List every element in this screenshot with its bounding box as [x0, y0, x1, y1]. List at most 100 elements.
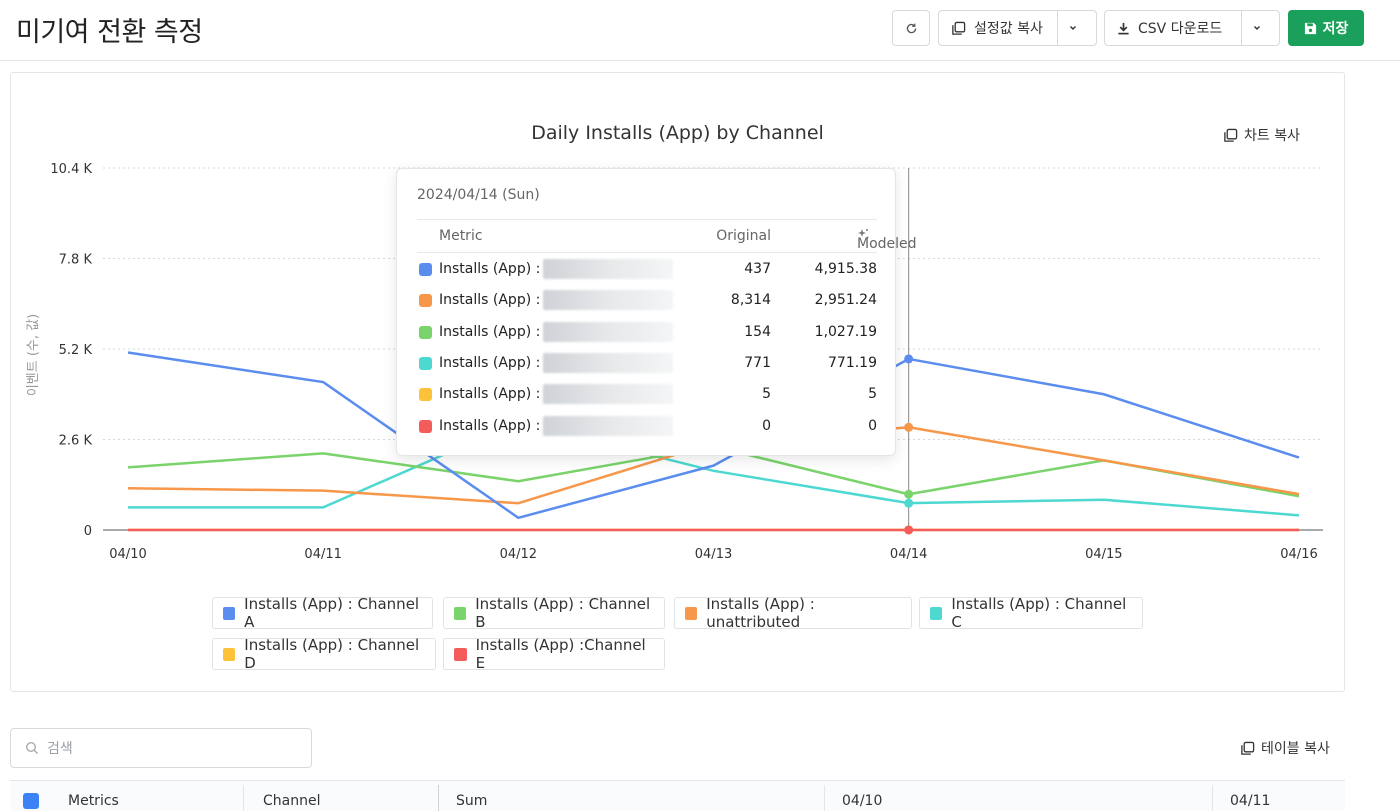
- y-tick-label: 7.8 K: [59, 253, 93, 268]
- legend-item[interactable]: Installs (App) : Channel D: [212, 636, 436, 672]
- tooltip-row-modeled: 5: [868, 386, 877, 403]
- legend-swatch: [930, 606, 943, 620]
- y-tick-label: 5.2 K: [59, 343, 93, 358]
- column-header-metrics[interactable]: Metrics: [68, 793, 119, 809]
- column-header-date-2[interactable]: 04/11: [1230, 793, 1271, 809]
- refresh-icon: [906, 23, 916, 33]
- tooltip-row-original: 5: [762, 386, 771, 403]
- tooltip-row-label: Installs (App) :: [439, 292, 541, 309]
- tooltip-row-label: Installs (App) :: [439, 323, 541, 340]
- copy-settings-button[interactable]: 설정값 복사: [939, 11, 1057, 45]
- tooltip-row-label: Installs (App) :: [439, 261, 541, 277]
- sparkle-icon: [858, 229, 869, 239]
- series-line[interactable]: [127, 351, 1300, 520]
- search-input[interactable]: 검색: [10, 728, 312, 768]
- tooltip-row-modeled: 771.19: [828, 354, 877, 371]
- series-line[interactable]: [128, 420, 1300, 517]
- csv-download-label: CSV 다운로드: [1138, 21, 1223, 37]
- hover-point: [904, 489, 914, 499]
- page-header: 미기여 전환 측정 설정값 복사 CSV 다운로드 저장: [0, 0, 1400, 61]
- copy-icon: [952, 21, 966, 35]
- hover-point: [904, 525, 914, 535]
- legend-label: Installs (App) : Channel B: [475, 595, 651, 631]
- tooltip-row: Installs (App) : 8,314 2,951.24: [417, 288, 877, 314]
- chart-card: [10, 72, 1345, 692]
- tooltip-row: Installs (App) : 5 5: [417, 382, 877, 408]
- copy-chart-button[interactable]: 차트 복사: [1223, 125, 1300, 145]
- copy-table-button[interactable]: 테이블 복사: [1240, 738, 1330, 758]
- copy-icon: [1241, 741, 1255, 755]
- hover-point: [904, 354, 914, 364]
- redacted-channel-name: [543, 321, 673, 342]
- column-header-channel[interactable]: Channel: [263, 793, 321, 809]
- copy-chart-label: 차트 복사: [1244, 128, 1300, 144]
- search-placeholder: 검색: [47, 741, 73, 757]
- tooltip-row-modeled: 4,915.38: [814, 261, 877, 277]
- tooltip-row-label: Installs (App) :: [439, 386, 541, 403]
- y-tick-label: 2.6 K: [59, 434, 93, 449]
- column-header-sum[interactable]: Sum: [456, 793, 488, 809]
- x-tick-label: 04/10: [109, 547, 146, 562]
- legend-label: Installs (App) : Channel A: [244, 595, 420, 631]
- x-tick-label: 04/12: [500, 547, 537, 562]
- save-label: 저장: [1322, 21, 1349, 37]
- tooltip-row-modeled: 2,951.24: [814, 292, 877, 309]
- csv-download-button[interactable]: CSV 다운로드: [1105, 11, 1241, 45]
- redacted-channel-name: [543, 290, 673, 311]
- save-icon: [1304, 22, 1316, 34]
- chart-tooltip: 2024/04/14 (Sun) Metric Original Modeled…: [396, 168, 917, 456]
- tooltip-header: Metric Original Modeled: [417, 219, 917, 253]
- copy-settings-button-group: 설정값 복사: [938, 10, 1097, 46]
- legend-item[interactable]: Installs (App) : Channel B: [443, 595, 665, 631]
- legend-label: Installs (App) : unattributed: [706, 595, 815, 631]
- copy-table-label: 테이블 복사: [1261, 741, 1330, 757]
- series-swatch: [419, 263, 432, 276]
- copy-settings-dropdown[interactable]: [1057, 11, 1088, 45]
- tooltip-row-original: 771: [744, 354, 771, 371]
- legend-item[interactable]: Installs (App) : Channel C: [919, 595, 1143, 631]
- legend-item[interactable]: Installs (App) : unattributed: [674, 595, 912, 631]
- tooltip-row-label: Installs (App) :: [439, 354, 541, 371]
- legend-swatch: [223, 606, 236, 620]
- tooltip-row: Installs (App) : 437 4,915.38: [417, 257, 877, 283]
- tooltip-row-original: 0: [762, 417, 771, 434]
- column-header-date-1[interactable]: 04/10: [842, 793, 883, 809]
- copy-settings-label: 설정값 복사: [974, 21, 1043, 37]
- tooltip-col-metric: Metric: [439, 228, 483, 244]
- legend-label: Installs (App) :Channel E: [475, 636, 646, 672]
- legend-item[interactable]: Installs (App) :Channel E: [443, 636, 665, 672]
- x-tick-label: 04/11: [304, 547, 341, 562]
- csv-download-dropdown[interactable]: [1241, 11, 1272, 45]
- tooltip-row: Installs (App) : 771 771.19: [417, 351, 877, 377]
- search-icon: [25, 741, 38, 754]
- series-swatch: [419, 294, 432, 308]
- chevron-down-icon: [1070, 26, 1076, 30]
- tooltip-row-label: Installs (App) :: [439, 417, 541, 434]
- y-tick-label: 10.4 K: [50, 162, 92, 177]
- tooltip-row-original: 437: [744, 261, 771, 277]
- redacted-channel-name: [543, 259, 673, 279]
- legend-item[interactable]: Installs (App) : Channel A: [212, 595, 433, 631]
- legend-swatch: [454, 606, 467, 620]
- table-header: Metrics Channel Sum 04/10 04/11: [10, 780, 1345, 811]
- legend-label: Installs (App) : Channel C: [951, 595, 1127, 631]
- tooltip-row-original: 8,314: [730, 292, 771, 309]
- save-button[interactable]: 저장: [1288, 10, 1364, 46]
- legend-swatch: [223, 647, 236, 661]
- tooltip-col-modeled: Modeled: [857, 236, 917, 252]
- y-tick-label: 0: [84, 524, 92, 539]
- tooltip-row: Installs (App) : 0 0: [417, 414, 877, 440]
- legend-label: Installs (App) : Channel D: [244, 636, 420, 672]
- redacted-channel-name: [543, 352, 673, 373]
- refresh-button[interactable]: [892, 10, 930, 46]
- series-swatch: [419, 325, 432, 339]
- hover-point: [904, 498, 914, 508]
- page-title: 미기여 전환 측정: [16, 17, 203, 48]
- download-icon: [1118, 22, 1129, 34]
- tooltip-date: 2024/04/14 (Sun): [417, 187, 540, 203]
- legend-swatch: [685, 606, 698, 620]
- chart-title: Daily Installs (App) by Channel: [531, 122, 824, 144]
- tooltip-col-original: Original: [716, 228, 771, 244]
- select-all-checkbox[interactable]: [23, 793, 39, 809]
- tooltip-row-original: 154: [744, 323, 771, 340]
